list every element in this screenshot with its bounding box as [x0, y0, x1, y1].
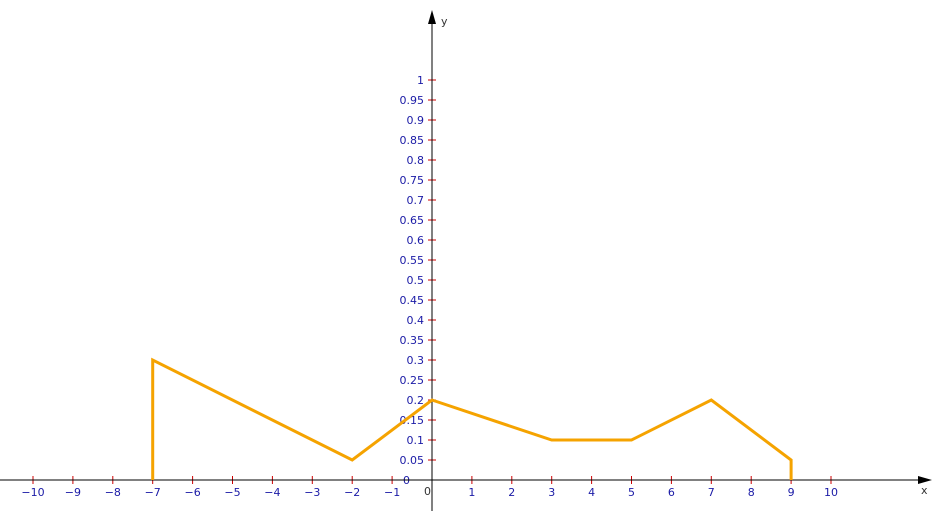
x-tick-label: −7 — [145, 486, 161, 499]
y-tick-label: 0.7 — [407, 194, 425, 207]
y-tick-label: 1 — [417, 74, 424, 87]
x-tick-label: 5 — [628, 486, 635, 499]
x-tick-label: 10 — [824, 486, 838, 499]
x-tick-label: 6 — [668, 486, 675, 499]
x-tick-label: −3 — [304, 486, 320, 499]
origin-label: 0 — [424, 485, 431, 498]
y-tick-label: 0.85 — [400, 134, 425, 147]
series-line — [151, 357, 793, 480]
x-tick-label: −10 — [21, 486, 44, 499]
x-tick-label: −4 — [264, 486, 280, 499]
x-tick-label: 3 — [548, 486, 555, 499]
x-tick-label: 9 — [788, 486, 795, 499]
y-tick-label: 0.55 — [400, 254, 425, 267]
y-tick-label: 0.35 — [400, 334, 425, 347]
x-tick-label: 4 — [588, 486, 595, 499]
y-tick-label: 0.2 — [407, 394, 425, 407]
y-tick-label: 0.6 — [407, 234, 425, 247]
y-tick-label: 0.95 — [400, 94, 425, 107]
x-tick-label: 1 — [468, 486, 475, 499]
y-tick-label: 0.3 — [407, 354, 425, 367]
y-tick-label: 0.45 — [400, 294, 425, 307]
y-tick-label: 0.5 — [407, 274, 425, 287]
y-tick-label: 0.15 — [400, 414, 425, 427]
series-layer — [151, 357, 793, 480]
x-tick-label: 2 — [508, 486, 515, 499]
y-tick-label: 0.65 — [400, 214, 425, 227]
x-tick-label: −5 — [224, 486, 240, 499]
x-axis-ticks: −10 −9 −8 −7 −6 −5 −4 −3 −2 −1 1 2 3 4 5 6 7 8 9 10 — [21, 476, 838, 499]
x-tick-label: −8 — [105, 486, 121, 499]
y-tick-label: 0.75 — [400, 174, 425, 187]
x-axis-arrow-icon — [918, 476, 932, 484]
y-tick-label: 0.8 — [407, 154, 425, 167]
x-tick-label: −9 — [65, 486, 81, 499]
x-tick-label: −6 — [184, 486, 200, 499]
x-tick-label: −1 — [384, 486, 400, 499]
x-tick-label: 8 — [748, 486, 755, 499]
y-axis-arrow-icon — [428, 10, 436, 24]
y-axis-ticks: 0.05 0.1 0.15 0.2 0.25 0.3 0.35 0.4 0.45 0.5 0.55 0… — [400, 74, 436, 487]
y-tick-label: 0.1 — [407, 434, 425, 447]
y-tick-label: 0.4 — [407, 314, 425, 327]
y-tick-label: 0.05 — [400, 454, 425, 467]
x-tick-label: 7 — [708, 486, 715, 499]
x-tick-label: −2 — [344, 486, 360, 499]
y-tick-label: 0.25 — [400, 374, 425, 387]
y-tick-label: 0.9 — [407, 114, 425, 127]
x-axis-label: x — [921, 484, 928, 497]
y-axis-label: y — [441, 15, 448, 28]
